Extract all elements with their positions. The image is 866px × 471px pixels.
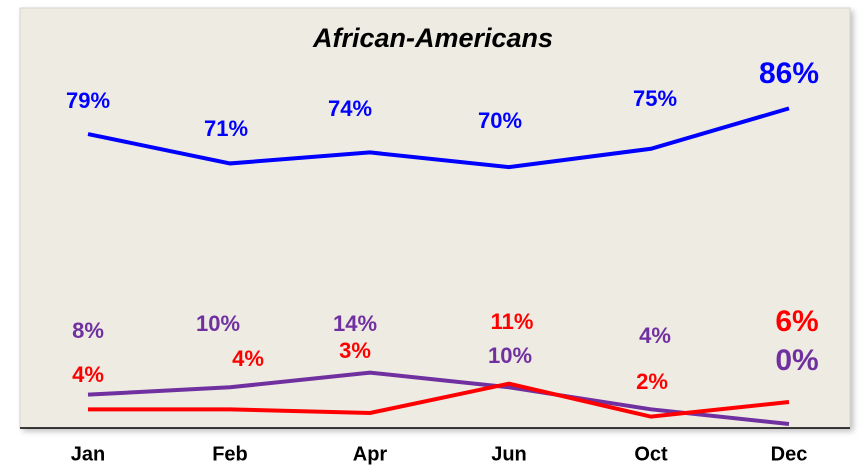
data-label: 4%: [232, 346, 264, 371]
x-tick-label: Dec: [771, 443, 808, 465]
data-label: 70%: [478, 108, 522, 133]
data-label: 6%: [775, 305, 818, 338]
data-label: 3%: [339, 338, 371, 363]
data-label: 74%: [328, 96, 372, 121]
data-label: 14%: [333, 311, 377, 336]
series-line: [87, 370, 790, 426]
x-tick-label: Jun: [491, 443, 527, 465]
data-label: 4%: [72, 362, 104, 387]
data-label: 2%: [636, 369, 668, 394]
data-label: 8%: [72, 318, 104, 343]
x-tick-label: Jan: [71, 443, 105, 465]
plot-background: [19, 7, 851, 429]
data-label: 79%: [66, 88, 110, 113]
chart-title: African-Americans: [312, 23, 553, 53]
data-label: 10%: [488, 343, 532, 368]
data-label: 0%: [775, 344, 818, 377]
data-label: 10%: [196, 311, 240, 336]
data-label: 71%: [204, 116, 248, 141]
data-label: 86%: [759, 57, 819, 90]
data-label: 4%: [639, 323, 671, 348]
data-label: 11%: [491, 309, 534, 334]
x-tick-label: Apr: [353, 443, 388, 465]
x-tick-label: Feb: [212, 443, 248, 465]
series-line: [87, 106, 790, 170]
data-label: 75%: [633, 86, 677, 111]
series-line: [88, 381, 790, 419]
x-tick-label: Oct: [634, 443, 668, 465]
